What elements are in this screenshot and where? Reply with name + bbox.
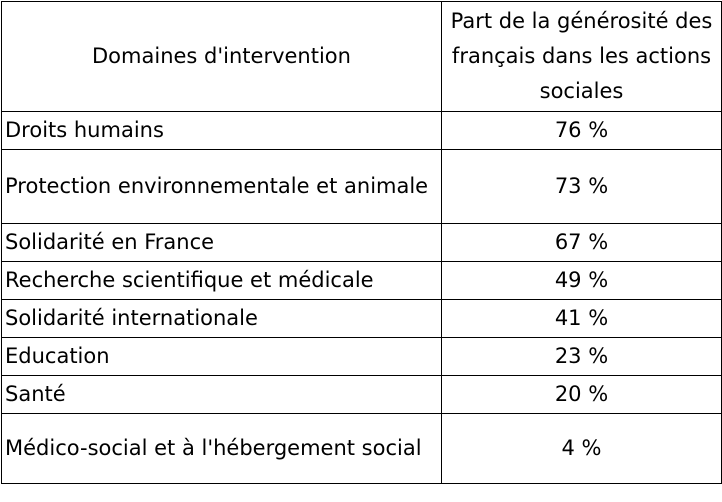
table-row: Solidarité en France 67 % (1, 223, 722, 262)
domain-cell: Droits humains (1, 111, 442, 150)
table-row: Education 23 % (1, 337, 722, 376)
domain-cell: Médico-social et à l'hébergement social (1, 413, 442, 484)
domain-cell: Protection environnementale et animale (1, 149, 442, 224)
share-cell: 67 % (441, 223, 722, 262)
table-row: Droits humains 76 % (1, 111, 722, 150)
domain-cell: Recherche scientifique et médicale (1, 261, 442, 300)
table-row: Santé 20 % (1, 375, 722, 414)
column-header-domain: Domaines d'intervention (1, 1, 442, 112)
domain-cell: Santé (1, 375, 442, 414)
share-cell: 73 % (441, 149, 722, 224)
domain-cell: Solidarité internationale (1, 299, 442, 338)
table-header-row: Domaines d'intervention Part de la génér… (1, 1, 722, 112)
share-cell: 23 % (441, 337, 722, 376)
domain-cell: Solidarité en France (1, 223, 442, 262)
share-cell: 76 % (441, 111, 722, 150)
table-row: Solidarité internationale 41 % (1, 299, 722, 338)
generosity-table: Domaines d'intervention Part de la génér… (1, 1, 722, 484)
domain-cell: Education (1, 337, 442, 376)
table-row: Recherche scientifique et médicale 49 % (1, 261, 722, 300)
share-cell: 49 % (441, 261, 722, 300)
table-row: Protection environnementale et animale 7… (1, 149, 722, 224)
share-cell: 4 % (441, 413, 722, 484)
column-header-share: Part de la générosité des français dans … (441, 1, 722, 112)
share-cell: 20 % (441, 375, 722, 414)
table-row: Médico-social et à l'hébergement social … (1, 413, 722, 484)
share-cell: 41 % (441, 299, 722, 338)
